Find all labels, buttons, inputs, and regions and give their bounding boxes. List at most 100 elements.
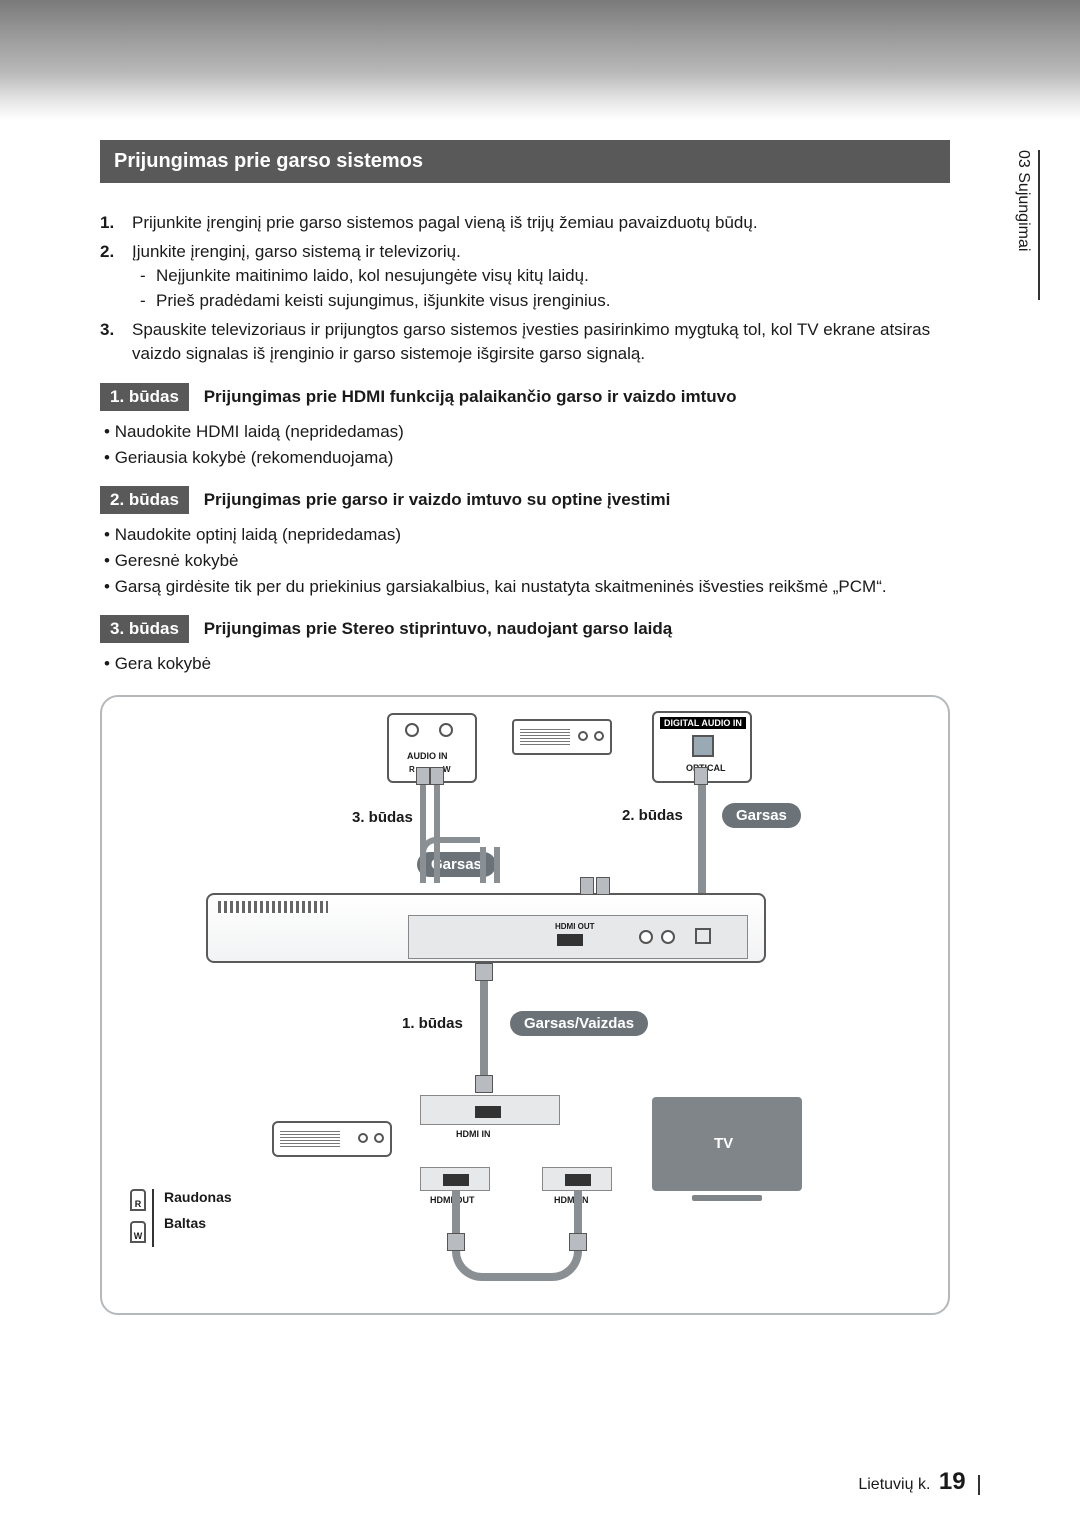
knob-icon — [374, 1133, 384, 1143]
bullet: Gera kokybė — [104, 651, 950, 677]
method3-label: 3. būdas — [352, 809, 413, 826]
method-tag: 3. būdas — [100, 615, 189, 643]
hdmi-out-block — [420, 1167, 490, 1191]
hdmi-port-icon — [557, 934, 583, 946]
hdmi-plug-icon — [475, 1075, 493, 1093]
bullet: Geresnė kokybė — [104, 548, 950, 574]
rca-cable — [480, 847, 486, 883]
rca-port — [439, 723, 453, 737]
rca-plug-icon — [416, 767, 430, 785]
optical-out-icon — [695, 928, 711, 944]
legend-row: W — [130, 1221, 152, 1243]
cable-curve — [420, 837, 480, 853]
player-device: HDMI OUT — [206, 893, 766, 963]
bullet: Geriausia kokybė (rekomenduojama) — [104, 445, 950, 471]
method-2-bullets: Naudokite optinį laidą (nepridedamas) Ge… — [100, 522, 950, 601]
method1-label: 1. būdas — [402, 1015, 463, 1032]
color-legend: R W Raudonas Baltas — [130, 1189, 232, 1253]
method-3-bullets: Gera kokybė — [100, 651, 950, 677]
step-num: 2. — [100, 240, 132, 314]
knob-icon — [578, 731, 588, 741]
footer-page-number: 19 — [939, 1468, 966, 1495]
bullet: Naudokite optinį laidą (nepridedamas) — [104, 522, 950, 548]
audio-in-label: AUDIO IN — [407, 751, 448, 761]
step-sub: Neįjunkite maitinimo laido, kol nesujung… — [132, 266, 589, 285]
step-3: 3. Spauskite televizoriaus ir prijungtos… — [100, 318, 950, 367]
hdmi-plug-icon — [475, 963, 493, 981]
port-icon — [661, 930, 675, 944]
rca-port — [405, 723, 419, 737]
rca-plug-icon — [596, 877, 610, 895]
hdmi-out-label: HDMI OUT — [555, 922, 595, 931]
method2-label: 2. būdas — [622, 807, 683, 824]
garsas-vaizdas-pill: Garsas/Vaizdas — [510, 1011, 648, 1036]
step-sub: Prieš pradėdami keisti sujungimus, išjun… — [132, 291, 610, 310]
optical-port-icon — [692, 735, 714, 757]
section-header: Prijungimas prie garso sistemos — [100, 140, 950, 183]
chapter-side-tab: 03 Sujungimai — [1014, 150, 1040, 300]
rca-plug-icon — [580, 877, 594, 895]
cable-curve — [452, 1251, 582, 1281]
step-text: Prijunkite įrenginį prie garso sistemos … — [132, 211, 950, 236]
step-text: Spauskite televizoriaus ir prijungtos ga… — [132, 318, 950, 367]
rca-plug-icon — [430, 767, 444, 785]
rear-panel: HDMI OUT — [408, 915, 748, 959]
page-content: Prijungimas prie garso sistemos 1. Priju… — [100, 140, 950, 1315]
bullet: Garsą girdėsite tik per du priekinius ga… — [104, 574, 950, 600]
page-footer: Lietuvių k. 19 — [858, 1468, 980, 1496]
optical-plug-icon — [694, 767, 708, 785]
plug-r-icon: R — [130, 1189, 146, 1211]
vent-icon — [520, 729, 570, 747]
hdmi-receiver — [272, 1121, 392, 1157]
method-2-row: 2. būdas Prijungimas prie garso ir vaizd… — [100, 486, 950, 514]
rca-cable — [434, 783, 440, 883]
tv-stand — [692, 1195, 762, 1201]
bullet: Naudokite HDMI laidą (nepridedamas) — [104, 419, 950, 445]
step-1: 1. Prijunkite įrenginį prie garso sistem… — [100, 211, 950, 236]
method-1-bullets: Naudokite HDMI laidą (nepridedamas) Geri… — [100, 419, 950, 472]
method-tag: 1. būdas — [100, 383, 189, 411]
hdmi-in-block — [542, 1167, 612, 1191]
hdmi-plug-icon — [569, 1233, 587, 1251]
hdmi-in-label: HDMI IN — [554, 1195, 589, 1205]
plug-w-icon: W — [130, 1221, 146, 1243]
steps-list: 1. Prijunkite įrenginį prie garso sistem… — [100, 211, 950, 367]
legend-text: Raudonas — [164, 1189, 232, 1205]
hdmi-port-icon — [443, 1174, 469, 1186]
digital-audio-in-label: DIGITAL AUDIO IN — [660, 717, 746, 729]
hdmi-cable — [480, 963, 488, 1093]
top-gradient — [0, 0, 1080, 120]
legend-divider — [152, 1189, 154, 1247]
vent-icon — [280, 1131, 340, 1149]
av-receiver-front — [512, 719, 612, 755]
knob-icon — [594, 731, 604, 741]
r-label: R — [409, 765, 415, 774]
method-title: Prijungimas prie Stereo stiprintuvo, nau… — [204, 619, 673, 638]
hdmi-port-icon — [475, 1106, 501, 1118]
hdmi-port-icon — [565, 1174, 591, 1186]
step-num: 1. — [100, 211, 132, 236]
port-icon — [639, 930, 653, 944]
hdmi-plug-icon — [447, 1233, 465, 1251]
method-1-row: 1. būdas Prijungimas prie HDMI funkciją … — [100, 383, 950, 411]
method-tag: 2. būdas — [100, 486, 189, 514]
w-label: W — [443, 765, 451, 774]
footer-lang: Lietuvių k. — [858, 1476, 930, 1493]
receiver-rear-panel — [420, 1095, 560, 1125]
garsas-pill-right: Garsas — [722, 803, 801, 828]
method-title: Prijungimas prie garso ir vaizdo imtuvo … — [204, 490, 671, 509]
connection-diagram: AUDIO IN R W DIGITAL AUDIO IN OPTICAL 3.… — [100, 695, 950, 1315]
knob-icon — [358, 1133, 368, 1143]
step-text-main: Įjunkite įrenginį, garso sistemą ir tele… — [132, 242, 461, 261]
legend-row: R — [130, 1189, 152, 1211]
method-3-row: 3. būdas Prijungimas prie Stereo stiprin… — [100, 615, 950, 643]
rca-cable — [420, 783, 426, 883]
front-panel-icon — [218, 901, 328, 913]
tv-label: TV — [714, 1135, 733, 1152]
step-text: Įjunkite įrenginį, garso sistemą ir tele… — [132, 240, 950, 314]
legend-text: Baltas — [164, 1215, 232, 1231]
step-num: 3. — [100, 318, 132, 367]
hdmi-in-label: HDMI IN — [456, 1129, 491, 1139]
step-2: 2. Įjunkite įrenginį, garso sistemą ir t… — [100, 240, 950, 314]
footer-bar-icon — [978, 1475, 980, 1495]
